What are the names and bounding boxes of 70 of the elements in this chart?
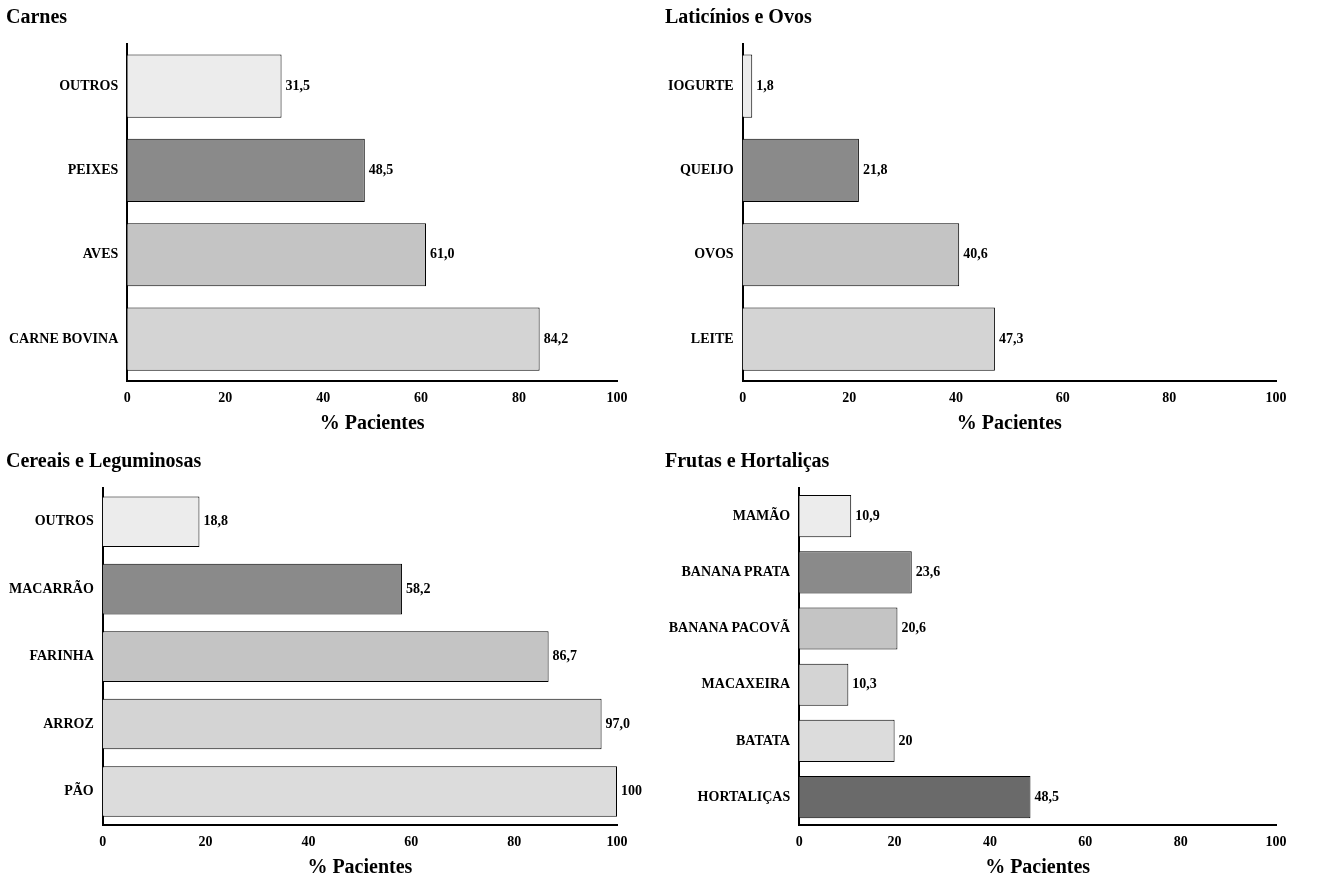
x-tick-label: 0 (99, 834, 107, 850)
data-label: 100 (621, 783, 642, 799)
data-label: 86,7 (552, 648, 578, 664)
y-tick-label: OVOS (694, 246, 734, 262)
data-label: 47,3 (998, 330, 1024, 346)
x-tick-label: 40 (982, 834, 997, 850)
y-tick-label: LEITE (690, 330, 734, 346)
x-tick-label: 80 (507, 834, 522, 850)
y-tick-label: CARNE BOVINA (8, 330, 120, 346)
data-label: 20 (898, 732, 913, 748)
y-tick-label: MACAXEIRA (701, 676, 792, 692)
data-label: 61,0 (430, 246, 455, 262)
data-label: 40,6 (963, 246, 988, 262)
x-tick-label: 0 (795, 834, 803, 850)
x-tick-label: 60 (404, 834, 419, 850)
data-label: 97,0 (605, 715, 631, 731)
x-tick-label: 80 (512, 390, 527, 406)
chart-title: Frutas e Hortaliças (665, 449, 830, 473)
y-tick-label: FARINHA (29, 648, 95, 664)
x-tick-label: 60 (1055, 390, 1070, 406)
x-tick-label: 0 (123, 390, 131, 406)
data-label: 23,6 (915, 563, 941, 579)
x-tick-label: 60 (1078, 834, 1093, 850)
data-label: 58,2 (406, 580, 431, 596)
y-tick-label: BANANA PRATA (681, 563, 792, 579)
y-tick-label: IOGURTE (667, 77, 734, 93)
x-tick-label: 100 (1265, 834, 1287, 850)
data-label: 18,8 (203, 513, 228, 529)
x-axis-title: % Pacientes (985, 855, 1091, 878)
data-label: 48,5 (368, 162, 394, 178)
y-tick-label: MACARRÃO (9, 578, 94, 596)
x-tick-label: 100 (606, 390, 628, 406)
x-tick-label: 20 (198, 834, 213, 850)
x-tick-label: 100 (606, 834, 628, 850)
y-tick-label: PÃO (64, 781, 94, 799)
x-tick-label: 40 (301, 834, 316, 850)
x-axis-title: % Pacientes (307, 855, 413, 878)
data-label: 48,5 (1034, 788, 1059, 804)
y-tick-label: BATATA (736, 732, 792, 748)
data-label: 84,2 (543, 330, 569, 346)
y-tick-label: HORTALIÇAS (697, 788, 791, 804)
x-axis-title: % Pacientes (319, 411, 425, 434)
y-tick-label: QUEIJO (679, 162, 734, 178)
x-tick-label: 20 (887, 834, 902, 850)
x-tick-label: 40 (948, 390, 963, 406)
y-tick-label: BANANA PACOVÃ (668, 618, 792, 636)
y-tick-label: PEIXES (67, 162, 119, 178)
y-tick-label: MAMÃO (732, 505, 791, 523)
y-tick-label: OUTROS (59, 77, 119, 93)
data-label: 10,3 (852, 676, 877, 692)
x-tick-label: 80 (1173, 834, 1188, 850)
data-label: 10,9 (855, 507, 880, 523)
x-tick-label: 40 (316, 390, 331, 406)
data-label: 20,6 (901, 620, 926, 636)
y-tick-label: AVES (82, 246, 119, 262)
y-tick-label: ARROZ (43, 715, 94, 731)
chart-title: Cereais e Leguminosas (6, 449, 202, 473)
x-axis-title: % Pacientes (956, 411, 1063, 434)
chart-title: Carnes (6, 5, 68, 28)
data-label: 1,8 (756, 77, 774, 93)
x-tick-label: 60 (414, 390, 429, 406)
x-tick-label: 20 (218, 390, 233, 406)
x-tick-label: 0 (739, 390, 747, 406)
data-label: 31,5 (285, 77, 311, 93)
x-tick-label: 80 (1162, 390, 1177, 406)
y-tick-label: OUTROS (34, 513, 94, 529)
x-tick-label: 100 (1265, 390, 1287, 406)
x-tick-label: 20 (842, 390, 857, 406)
data-label: 21,8 (862, 162, 888, 178)
chart-title: Laticínios e Ovos (665, 5, 812, 28)
